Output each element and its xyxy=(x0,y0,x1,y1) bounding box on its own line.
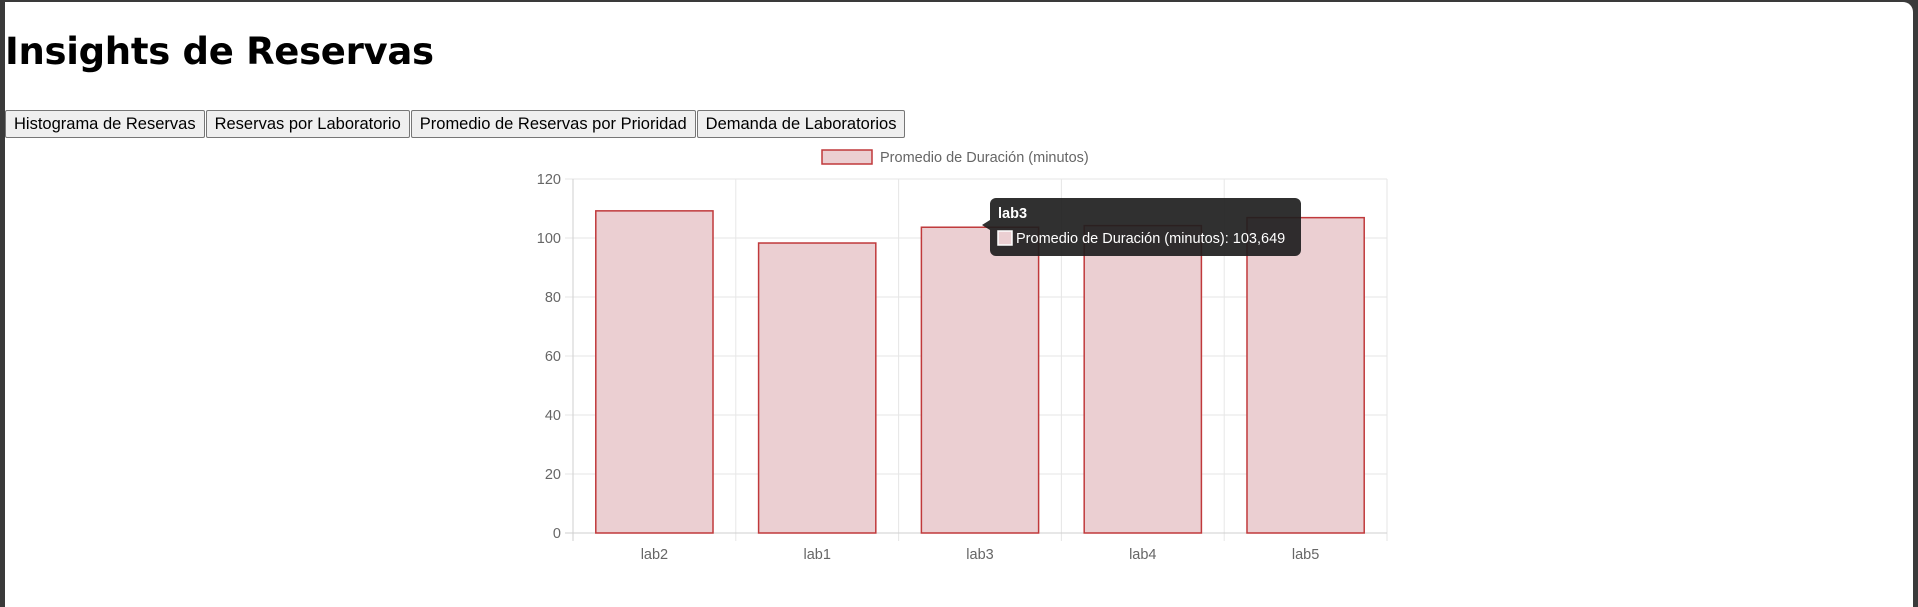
x-tick-label: lab3 xyxy=(966,547,993,563)
tooltip-label: Promedio de Duración (minutos): 103,649 xyxy=(1016,231,1285,247)
tab-demanda-laboratorios[interactable]: Demanda de Laboratorios xyxy=(696,110,906,138)
tab-promedio-reservas-prioridad[interactable]: Promedio de Reservas por Prioridad xyxy=(410,110,696,138)
bar-lab1[interactable] xyxy=(757,242,877,534)
tooltip-caret xyxy=(982,220,990,230)
tooltip-title: lab3 xyxy=(998,206,1027,222)
x-tick-label: lab4 xyxy=(1129,547,1156,563)
page-title: Insights de Reservas xyxy=(5,30,434,73)
y-tick-label: 60 xyxy=(545,349,561,365)
bar-lab3[interactable] xyxy=(920,226,1040,534)
chart-tabs: Histograma de Reservas Reservas por Labo… xyxy=(5,110,906,138)
x-tick-label: lab1 xyxy=(803,547,830,563)
y-tick-label: 20 xyxy=(545,467,561,483)
x-tick-label: lab2 xyxy=(641,547,668,563)
legend-swatch[interactable] xyxy=(821,149,873,165)
bar-lab5[interactable] xyxy=(1246,216,1365,534)
y-tick-label: 120 xyxy=(537,172,561,188)
page-content: Insights de Reservas Histograma de Reser… xyxy=(5,2,1913,607)
y-tick-label: 80 xyxy=(545,290,561,306)
bar-lab4[interactable] xyxy=(1083,224,1203,534)
legend-label[interactable]: Promedio de Duración (minutos) xyxy=(880,150,1089,166)
y-tick-label: 0 xyxy=(553,526,561,542)
tooltip-box xyxy=(990,198,1301,256)
tooltip-swatch xyxy=(997,230,1013,246)
y-tick-label: 40 xyxy=(545,408,561,424)
x-tick-label: lab5 xyxy=(1292,547,1319,563)
bar-chart: 0 20 40 60 80 100 120 lab2 lab1 lab3 lab4 lab5 Prome… xyxy=(537,149,1388,563)
bar-lab2[interactable] xyxy=(595,210,714,534)
tab-histograma-reservas[interactable]: Histograma de Reservas xyxy=(5,110,205,138)
y-tick-label: 100 xyxy=(537,231,561,247)
tab-reservas-por-laboratorio[interactable]: Reservas por Laboratorio xyxy=(205,110,410,138)
